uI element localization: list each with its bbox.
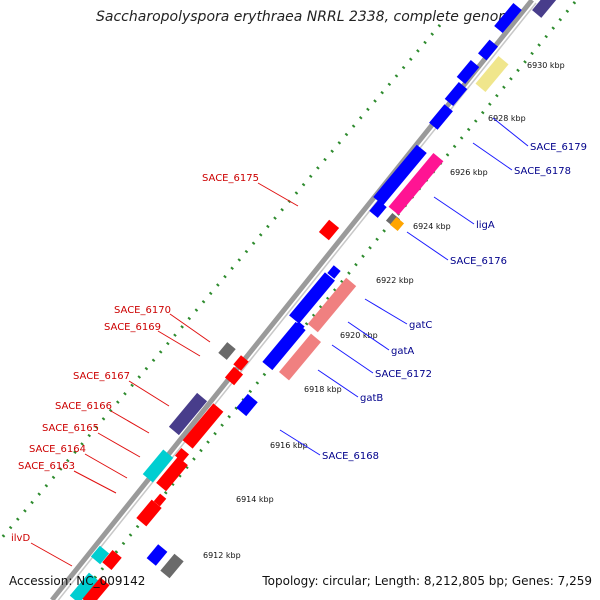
gene-block-plus[interactable] [236, 393, 258, 417]
gene-label-sace-6170[interactable]: SACE_6170 [114, 305, 171, 316]
gene-label-sace-6179[interactable]: SACE_6179 [530, 142, 587, 153]
gene-block-minus[interactable] [318, 219, 340, 241]
accession-text: Accession: NC_009142 [9, 574, 146, 588]
gene-label-sace-6176[interactable]: SACE_6176 [450, 256, 507, 267]
gene-block-minus[interactable] [156, 456, 188, 492]
gene-label-sace-6172[interactable]: SACE_6172 [375, 369, 432, 380]
gene-block-minus[interactable] [136, 499, 162, 527]
feature-block-cyan[interactable] [90, 545, 110, 565]
feature-block-slate[interactable] [168, 392, 208, 436]
gene-label-liga[interactable]: ligA [476, 220, 495, 231]
feature-block-pink[interactable] [307, 277, 357, 333]
minus-strand-label-text: SACE_6175 SACE_6170 SACE_6169 SACE_6167 … [11, 173, 259, 544]
feature-block-pink[interactable] [279, 333, 321, 381]
feature-block-cyan[interactable] [69, 572, 99, 600]
gene-block-minus[interactable] [182, 403, 224, 449]
gene-block-minus[interactable] [102, 550, 122, 570]
gene-label-sace-6163[interactable]: SACE_6163 [18, 461, 75, 472]
gene-label-sace-6169[interactable]: SACE_6169 [104, 322, 161, 333]
gene-block-plus[interactable] [327, 265, 341, 279]
tick-label: 6914 kbp [236, 495, 274, 504]
gene-block-plus[interactable] [456, 60, 480, 84]
scale-ticks: 6912 kbp 6914 kbp 6916 kbp 6918 kbp 6920… [203, 61, 565, 560]
minus-strand-labels [30, 182, 299, 567]
tick-dots [0, 1, 577, 599]
feature-block-misc[interactable] [218, 342, 236, 360]
tick-label: 6926 kbp [450, 168, 488, 177]
tick-label: 6922 kbp [376, 276, 414, 285]
feature-block-rrna[interactable] [389, 216, 405, 232]
gene-block-minus[interactable] [82, 577, 110, 600]
genome-summary-text: Topology: circular; Length: 8,212,805 bp… [262, 574, 592, 588]
gene-block-plus[interactable] [373, 144, 427, 206]
tick-label: 6916 kbp [270, 441, 308, 450]
gene-block-minus[interactable] [153, 493, 167, 507]
gene-label-ilvd[interactable]: ilvD [11, 533, 30, 544]
tick-label: 6924 kbp [413, 222, 451, 231]
gene-block-minus[interactable] [233, 355, 249, 371]
tick-label: 6928 kbp [488, 114, 526, 123]
gene-label-sace-6165[interactable]: SACE_6165 [42, 423, 99, 434]
gene-label-gata[interactable]: gatA [391, 346, 414, 357]
gene-block-plus[interactable] [478, 39, 498, 61]
gene-block-plus[interactable] [429, 104, 453, 130]
feature-block-misc[interactable] [160, 553, 184, 579]
tick-label: 6912 kbp [203, 551, 241, 560]
gene-block-plus[interactable] [494, 2, 522, 34]
feature-block-cyan[interactable] [142, 449, 174, 483]
feature-block-khaki[interactable] [475, 56, 509, 92]
gene-features [69, 0, 558, 600]
gene-block-plus[interactable] [146, 544, 168, 566]
gene-label-sace-6166[interactable]: SACE_6166 [55, 401, 112, 412]
tick-label: 6920 kbp [340, 331, 378, 340]
feature-block-top[interactable] [532, 0, 558, 18]
tick-label: 6918 kbp [304, 385, 342, 394]
gene-label-sace-6168[interactable]: SACE_6168 [322, 451, 379, 462]
gene-label-gatc[interactable]: gatC [409, 320, 432, 331]
gene-label-gatb[interactable]: gatB [360, 393, 383, 404]
gene-label-sace-6178[interactable]: SACE_6178 [514, 166, 571, 177]
plus-strand-labels [279, 117, 529, 456]
gene-block-plus[interactable] [289, 272, 335, 324]
gene-block-plus[interactable] [444, 82, 468, 106]
gene-block-minus[interactable] [224, 366, 244, 386]
tick-label: 6930 kbp [527, 61, 565, 70]
gene-label-sace-6175[interactable]: SACE_6175 [202, 173, 259, 184]
gene-label-sace-6167[interactable]: SACE_6167 [73, 371, 130, 382]
gene-block-plus[interactable] [262, 321, 306, 371]
plus-strand-label-text: SACE_6179 SACE_6178 ligA SACE_6176 gatC … [322, 142, 587, 462]
gene-block-plus[interactable] [369, 200, 387, 218]
gene-label-sace-6164[interactable]: SACE_6164 [29, 444, 86, 455]
map-title: Saccharopolyspora erythraea NRRL 2338, c… [96, 9, 521, 25]
feature-block-trna[interactable] [388, 152, 444, 216]
